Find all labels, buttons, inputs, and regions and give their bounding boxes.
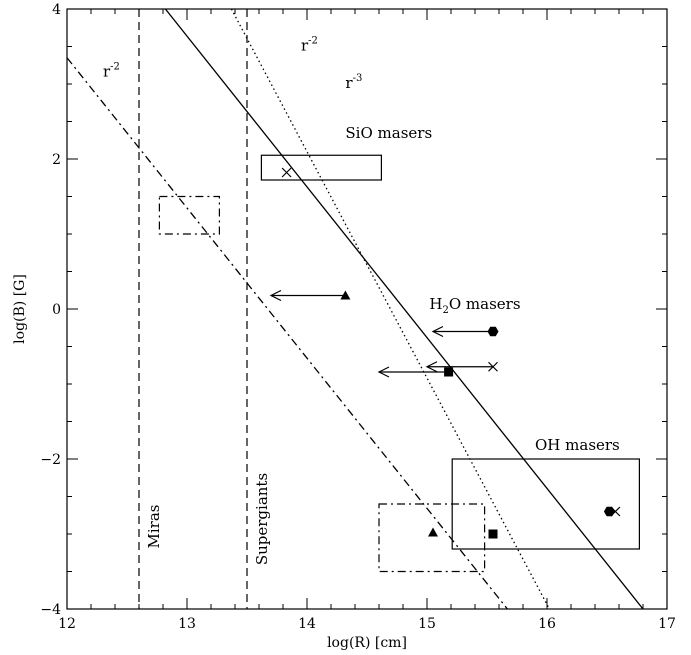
vline-label: Miras [145, 505, 163, 549]
line-label: r-3 [345, 73, 362, 92]
line-dotted-1 [230, 9, 550, 609]
x-tick-label: 12 [58, 616, 76, 632]
limit-arrow-head [377, 366, 390, 378]
point-triangle [428, 527, 438, 537]
y-tick-label: −4 [40, 602, 61, 618]
line-dashdot-2 [67, 57, 508, 609]
annotation: OH masers [535, 436, 620, 454]
limit-arrow-head [425, 361, 438, 373]
point-triangle [340, 290, 351, 300]
y-tick-label: 0 [52, 302, 61, 318]
region-box [158, 195, 220, 235]
point-cross [610, 506, 621, 517]
point-cross [281, 167, 292, 178]
x-tick-label: 17 [658, 616, 676, 632]
line-label: r-2 [103, 62, 120, 81]
line-solid-0 [164, 9, 644, 609]
x-tick-label: 15 [418, 616, 436, 632]
annotation: SiO masers [345, 124, 432, 142]
region-box [260, 154, 382, 181]
region-box [451, 458, 641, 550]
y-tick-label: −2 [40, 452, 61, 468]
point-hexagon [487, 326, 499, 337]
x-tick-label: 14 [298, 616, 316, 632]
annotation: H2O masers [429, 295, 520, 316]
x-axis-label: log(R) [cm] [327, 635, 407, 651]
point-square [488, 529, 498, 539]
y-tick-label: 4 [52, 2, 61, 18]
vline-label: Supergiants [253, 473, 271, 565]
point-hexagon [603, 506, 615, 517]
region-box [378, 503, 486, 573]
point-square [444, 367, 454, 377]
point-cross [488, 361, 498, 372]
y-tick-label: 2 [52, 152, 61, 168]
limit-arrow-head [431, 325, 444, 338]
x-tick-label: 16 [538, 616, 556, 632]
line-label: r-2 [301, 35, 318, 54]
y-axis-label: log(B) [G] [12, 274, 28, 344]
limit-arrow-head [269, 289, 282, 302]
x-tick-label: 13 [178, 616, 196, 632]
